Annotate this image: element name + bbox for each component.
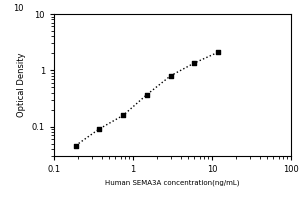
Point (216, 51, 221, 54)
Point (73, 144, 78, 147)
Point (121, 114, 125, 117)
Point (168, 74, 173, 77)
Text: 10: 10 (13, 4, 23, 13)
Point (97, 127, 102, 130)
X-axis label: Human SEMA3A concentration(ng/mL): Human SEMA3A concentration(ng/mL) (105, 180, 240, 186)
Point (145, 93, 149, 96)
Point (192, 61, 197, 65)
Y-axis label: Optical Density: Optical Density (17, 53, 26, 117)
